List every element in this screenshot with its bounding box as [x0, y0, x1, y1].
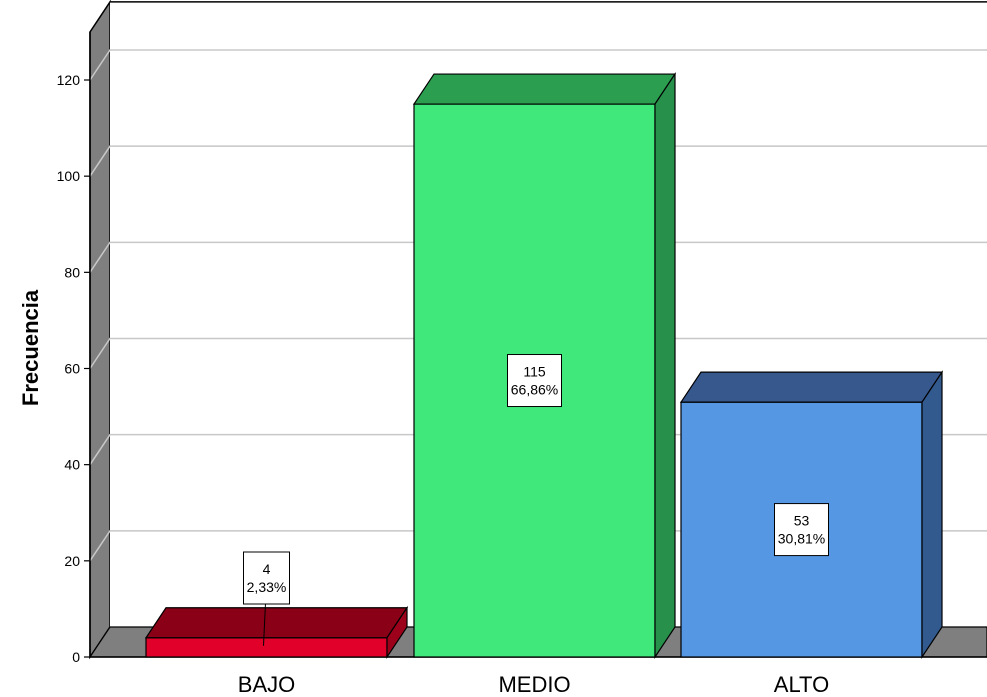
bar-side [654, 72, 676, 659]
y-tick-label: 100 [57, 168, 81, 184]
bar-top [679, 371, 944, 403]
bar-side [921, 370, 943, 659]
bars: 4 2,33% 115 66,86% 53 30,81% [144, 72, 944, 659]
y-axis-ticks: 0 20 40 60 80 100 120 [57, 31, 91, 665]
bar-medio: 115 66,86% [412, 72, 677, 659]
data-label: 53 30,81% [774, 503, 829, 557]
bar-top [144, 607, 409, 639]
x-tick-label: BAJO [238, 672, 295, 697]
x-axis-labels: BAJO MEDIO ALTO [238, 672, 829, 697]
data-label-percent: 2,33% [247, 579, 287, 595]
bar-bajo: 4 2,33% [144, 551, 409, 659]
y-tick-label: 60 [64, 361, 80, 377]
y-tick-label: 80 [64, 264, 80, 280]
bar-front [145, 637, 388, 658]
data-label-count: 53 [794, 513, 810, 529]
gridline [89, 49, 987, 81]
y-tick-label: 40 [64, 457, 80, 473]
data-label-percent: 66,86% [511, 382, 558, 398]
y-tick-label: 0 [72, 649, 80, 665]
x-tick-label: MEDIO [498, 672, 570, 697]
data-label: 4 2,33% [243, 551, 290, 646]
bar-top [412, 73, 677, 105]
data-label-box [507, 354, 562, 408]
gridline [89, 337, 987, 369]
gridline [89, 145, 987, 177]
bar-alto: 53 30,81% [679, 370, 944, 659]
data-label-leader [263, 602, 266, 646]
data-label-count: 115 [523, 364, 546, 380]
data-label-box [774, 503, 829, 557]
side-wall [89, 0, 111, 660]
y-axis-label: Frecuencia [18, 289, 43, 406]
data-label-box [243, 551, 290, 605]
y-tick-label: 120 [57, 72, 81, 88]
bar-side [386, 605, 408, 659]
x-tick-label: ALTO [774, 672, 829, 697]
gridline [89, 241, 987, 273]
data-label-count: 4 [263, 561, 271, 577]
data-label: 115 66,86% [507, 354, 562, 408]
y-tick-label: 20 [64, 553, 80, 569]
data-label-percent: 30,81% [778, 531, 825, 547]
